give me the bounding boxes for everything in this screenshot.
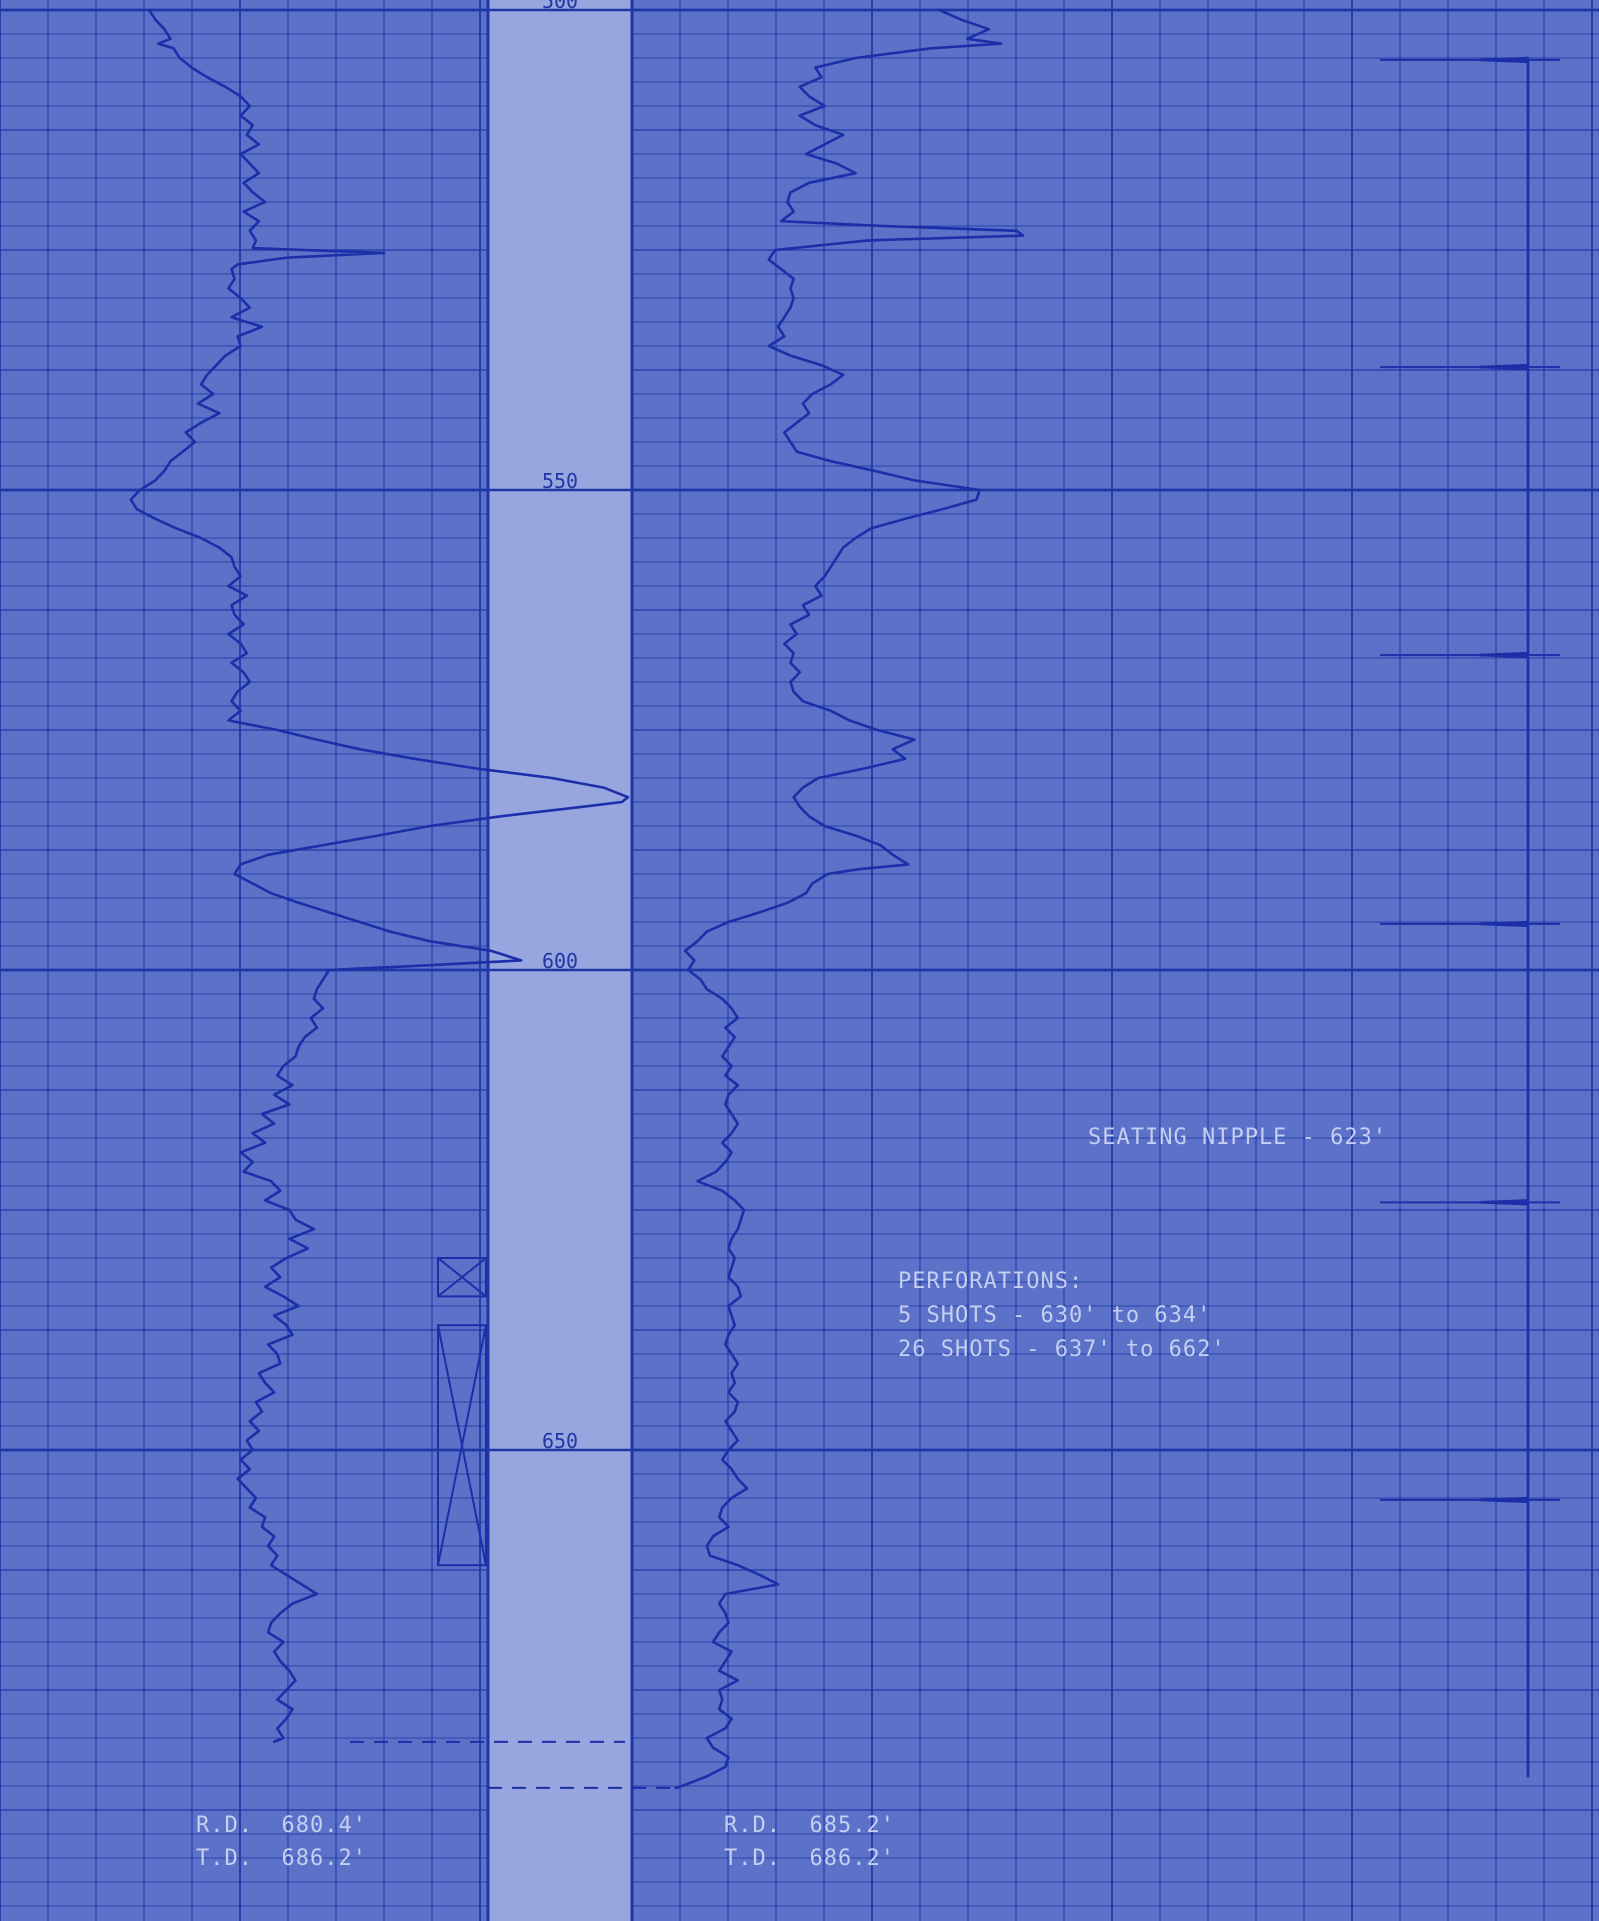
perforations-heading: PERFORATIONS: [898, 1269, 1084, 1294]
right-log-curve [674, 8, 1025, 1790]
depth-tick-label: 650 [542, 1429, 578, 1453]
left-td-label: T.D. 686.2' [196, 1846, 367, 1871]
right-td-label: T.D. 686.2' [724, 1846, 895, 1871]
left-rd-label: R.D. 680.4' [196, 1813, 367, 1838]
perforation-x [437, 1325, 487, 1566]
collar-log-curve [1478, 56, 1530, 1778]
left-log-curve [129, 8, 630, 1744]
depth-tick-label: 500 [542, 0, 578, 13]
right-rd-label: R.D. 685.2' [724, 1813, 895, 1838]
perforations-line-1: 5 SHOTS - 630' to 634' [898, 1303, 1212, 1328]
perforations-line-2: 26 SHOTS - 637' to 662' [898, 1337, 1226, 1362]
seating-nipple-label: SEATING NIPPLE - 623' [1088, 1125, 1388, 1150]
perforation-x [437, 1257, 487, 1298]
perforation-box [437, 1324, 487, 1567]
depth-tick-label: 550 [542, 469, 578, 493]
perforation-box [437, 1257, 487, 1298]
depth-tick-label: 600 [542, 949, 578, 973]
